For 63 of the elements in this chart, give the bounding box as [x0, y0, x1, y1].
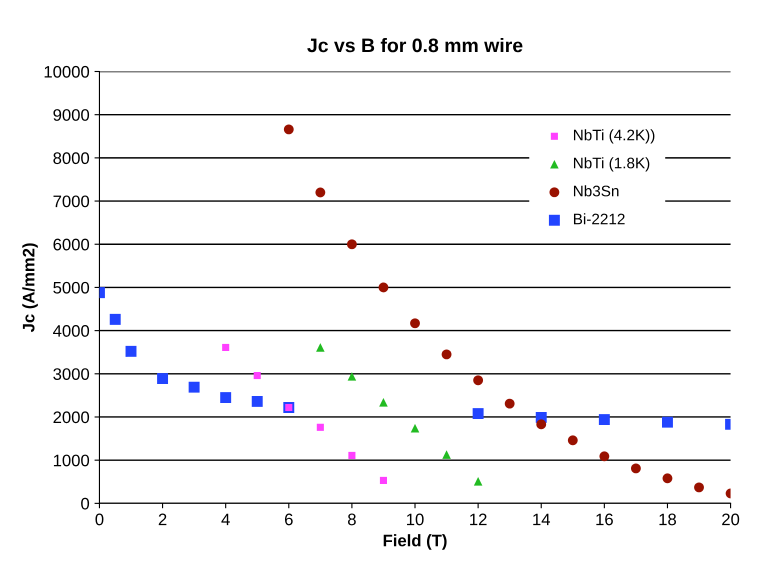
x-axis-title: Field (T) [384, 534, 447, 550]
point [630, 463, 641, 474]
point [599, 451, 610, 462]
legend-label: Nb3Sn [574, 185, 618, 196]
y-tick-label: 9000 [53, 109, 90, 121]
y-tick-label: 6000 [54, 238, 90, 250]
legend-label: Bi-2212 [574, 213, 625, 224]
point [473, 375, 484, 386]
point [157, 373, 168, 384]
point [220, 392, 232, 404]
point [346, 239, 357, 250]
y-axis-title: Jc (A/mm2) [22, 243, 38, 332]
point [380, 476, 387, 484]
x-tick-label: 18 [659, 514, 676, 526]
point [126, 346, 136, 357]
y-tick-label: 2000 [53, 411, 90, 424]
y-tick-label: 5000 [53, 282, 90, 294]
legend-label: NbTi (4.2K)) [574, 129, 654, 144]
point [504, 398, 515, 409]
x-tick-label: 6 [285, 514, 293, 526]
point [222, 344, 230, 351]
point [410, 424, 420, 432]
point [410, 318, 420, 328]
point [662, 416, 673, 428]
point [188, 382, 200, 393]
x-tick-label: 12 [470, 514, 487, 526]
y-tick-label: 8000 [53, 152, 90, 164]
point [598, 414, 610, 426]
x-tick-label: 2 [158, 514, 166, 526]
point [110, 314, 121, 325]
point [315, 188, 326, 198]
point [252, 396, 263, 407]
y-tick-label: 3000 [53, 368, 90, 380]
point [472, 408, 484, 419]
x-tick-label: 16 [596, 514, 613, 526]
point [284, 124, 294, 134]
x-tick-label: 0 [95, 514, 104, 526]
point [254, 372, 261, 380]
x-tick-label: 14 [533, 514, 550, 526]
point [442, 349, 452, 360]
point [536, 419, 546, 430]
point [348, 372, 356, 381]
x-tick-label: 8 [348, 514, 356, 526]
point [379, 398, 388, 407]
point [568, 435, 578, 446]
chart-title: Jc vs B for 0.8 mm wire [307, 38, 522, 52]
point [694, 482, 704, 492]
point [316, 424, 324, 431]
point [378, 282, 388, 292]
point [316, 343, 325, 352]
y-tick-label: 7000 [54, 195, 90, 208]
point [348, 452, 356, 459]
point [662, 473, 672, 484]
point [442, 450, 451, 459]
point [474, 477, 482, 486]
x-tick-label: 4 [221, 514, 230, 526]
y-tick-label: 4000 [53, 325, 90, 337]
x-tick-label: 10 [407, 514, 424, 526]
y-tick-label: 0 [81, 498, 90, 510]
y-tick-label: 10000 [44, 66, 90, 78]
legend-label: NbTi (1.8K) [574, 157, 650, 172]
x-tick-label: 20 [722, 514, 740, 526]
y-tick-label: 1000 [54, 454, 90, 466]
